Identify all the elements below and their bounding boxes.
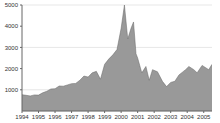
svg-text:2004: 2004 [181, 114, 195, 120]
svg-text:2000: 2000 [114, 114, 128, 120]
svg-text:2005: 2005 [197, 114, 211, 120]
svg-text:2002: 2002 [147, 114, 161, 120]
svg-text:1999: 1999 [98, 114, 112, 120]
svg-text:5000: 5000 [8, 2, 19, 8]
svg-text:1998: 1998 [81, 114, 95, 120]
svg-text:2001: 2001 [131, 114, 145, 120]
svg-text:1994: 1994 [15, 114, 29, 120]
svg-text:1996: 1996 [48, 114, 62, 120]
svg-text:1995: 1995 [32, 114, 46, 120]
svg-text:1997: 1997 [65, 114, 79, 120]
svg-text:4000: 4000 [8, 23, 19, 29]
svg-text:1000: 1000 [8, 87, 19, 93]
svg-text:2000: 2000 [8, 66, 19, 72]
svg-text:2003: 2003 [164, 114, 178, 120]
svg-text:3000: 3000 [8, 45, 19, 51]
